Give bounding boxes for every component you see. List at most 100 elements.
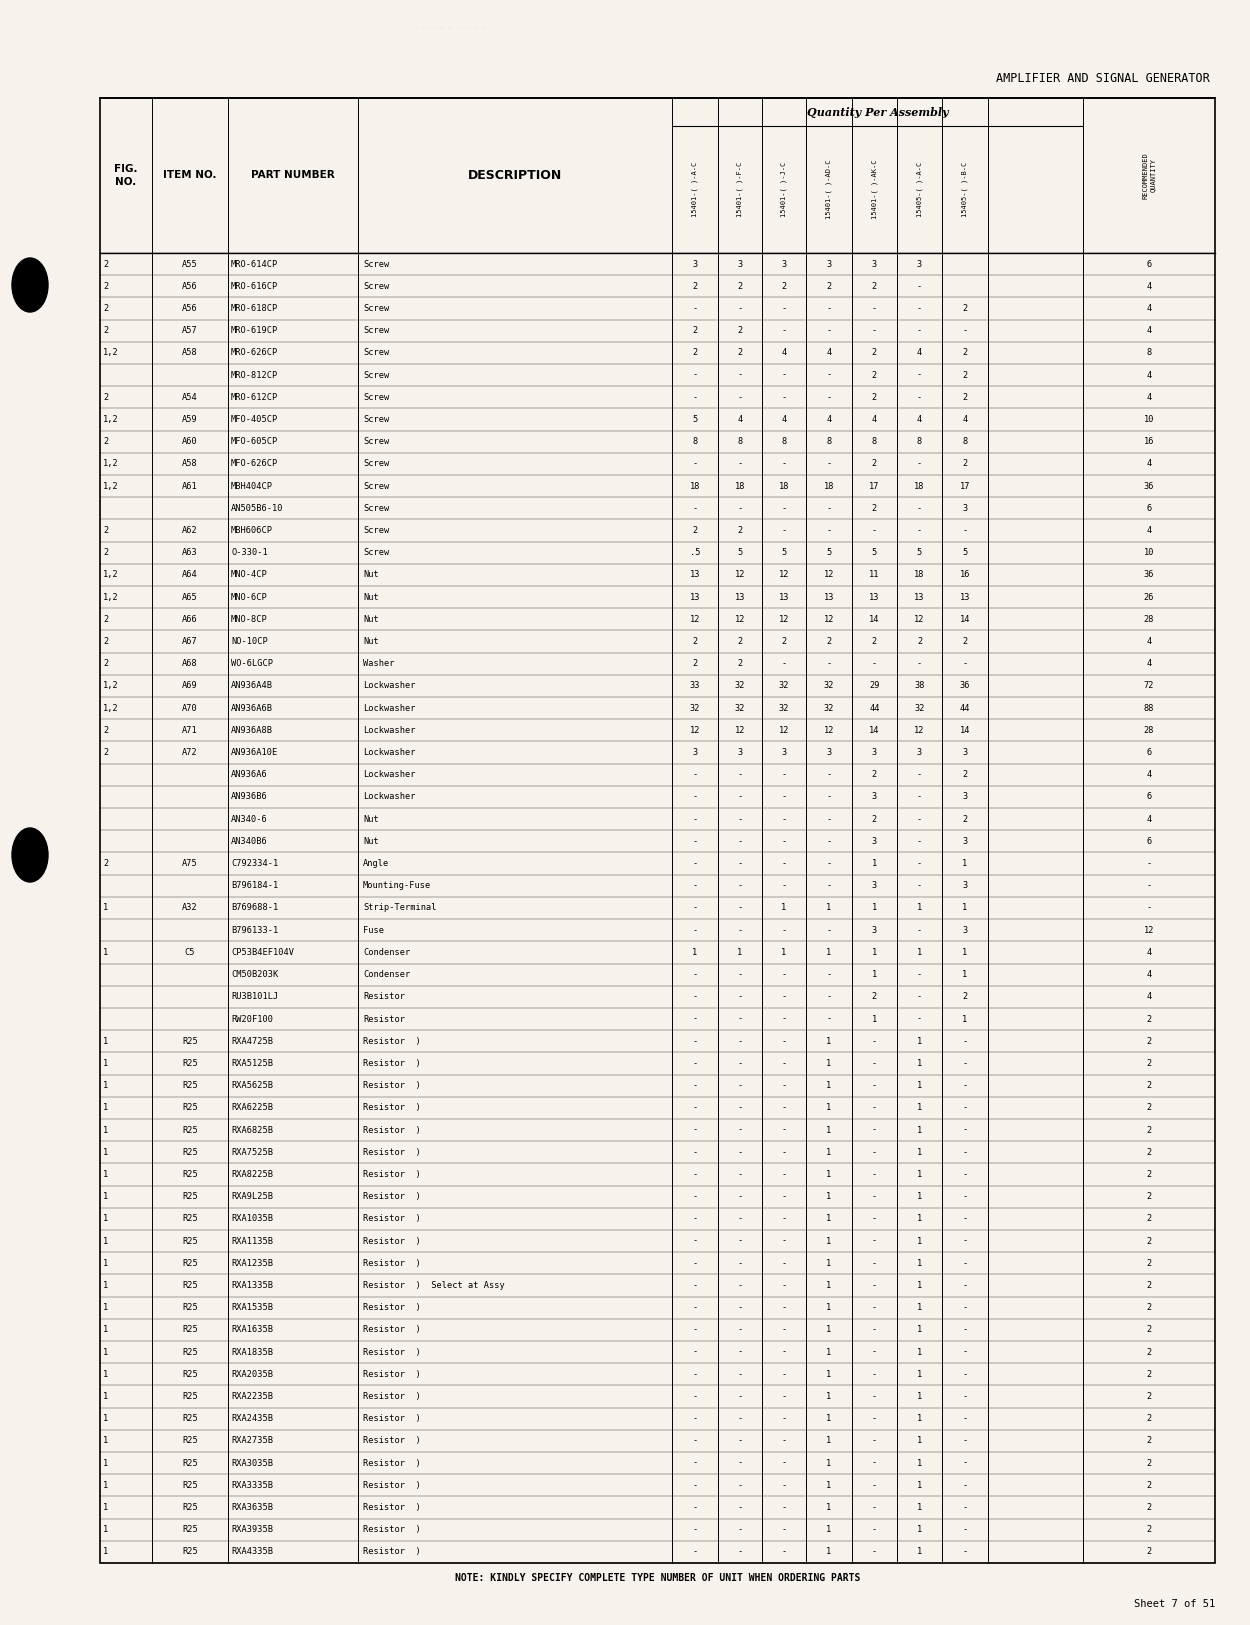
Text: -: - — [781, 1303, 786, 1311]
Text: 2: 2 — [738, 526, 742, 535]
Text: 2: 2 — [781, 637, 786, 647]
Text: 26: 26 — [1144, 593, 1154, 601]
Text: MNO-4CP: MNO-4CP — [231, 570, 268, 580]
Text: -: - — [781, 814, 786, 824]
Text: 2: 2 — [693, 526, 698, 535]
Text: Resistor  ): Resistor ) — [362, 1480, 421, 1490]
Text: -: - — [962, 1393, 968, 1401]
Text: 1: 1 — [102, 904, 109, 913]
Text: -: - — [918, 993, 922, 1001]
Text: 3: 3 — [872, 748, 877, 757]
Text: -: - — [738, 1147, 742, 1157]
Text: -: - — [781, 1459, 786, 1467]
Text: -: - — [693, 1326, 698, 1334]
Text: 2: 2 — [1146, 1037, 1151, 1046]
Text: -: - — [962, 1347, 968, 1357]
Text: -: - — [738, 1526, 742, 1534]
Text: 3: 3 — [872, 881, 877, 891]
Text: 12: 12 — [735, 726, 745, 734]
Text: 1: 1 — [102, 1547, 109, 1557]
Text: 2: 2 — [102, 437, 109, 447]
Text: 1: 1 — [918, 1037, 922, 1046]
Text: -: - — [781, 460, 786, 468]
Text: Screw: Screw — [362, 481, 389, 491]
Text: -: - — [781, 1103, 786, 1113]
Text: -: - — [918, 814, 922, 824]
Text: 8: 8 — [1146, 348, 1151, 358]
Text: 1: 1 — [962, 860, 968, 868]
Text: 1,2: 1,2 — [102, 704, 119, 713]
Text: Resistor  ): Resistor ) — [362, 1147, 421, 1157]
Text: -: - — [738, 1326, 742, 1334]
Text: -: - — [962, 1459, 968, 1467]
Text: WO-6LGCP: WO-6LGCP — [231, 660, 272, 668]
Text: 38: 38 — [914, 681, 925, 691]
Text: -: - — [918, 1014, 922, 1024]
Text: 1: 1 — [872, 947, 877, 957]
Text: 12: 12 — [824, 614, 834, 624]
Text: AN505B6-10: AN505B6-10 — [231, 504, 284, 514]
Text: 2: 2 — [738, 637, 742, 647]
Text: B769688-1: B769688-1 — [231, 904, 279, 913]
Text: AN340-6: AN340-6 — [231, 814, 268, 824]
Text: 2: 2 — [1146, 1126, 1151, 1134]
Text: -: - — [918, 304, 922, 314]
Text: AN936A6B: AN936A6B — [231, 704, 272, 713]
Text: 2: 2 — [872, 637, 877, 647]
Text: -: - — [738, 1126, 742, 1134]
Text: -: - — [693, 393, 698, 401]
Text: 1: 1 — [918, 1547, 922, 1557]
Text: MBH606CP: MBH606CP — [231, 526, 272, 535]
Text: 1: 1 — [826, 1370, 831, 1378]
Text: 2: 2 — [962, 993, 968, 1001]
Text: Resistor  ): Resistor ) — [362, 1414, 421, 1424]
Text: 2: 2 — [1146, 1147, 1151, 1157]
Text: -: - — [781, 526, 786, 535]
Text: A55: A55 — [182, 260, 198, 268]
Text: -: - — [918, 504, 922, 514]
Text: MRO-626CP: MRO-626CP — [231, 348, 279, 358]
Text: -: - — [872, 1237, 877, 1245]
Text: 1: 1 — [693, 947, 698, 957]
Text: Resistor  ): Resistor ) — [362, 1326, 421, 1334]
Text: -: - — [918, 660, 922, 668]
Text: 1: 1 — [102, 1147, 109, 1157]
Text: 13: 13 — [914, 593, 925, 601]
Text: 2: 2 — [1146, 1193, 1151, 1201]
Text: MFO-605CP: MFO-605CP — [231, 437, 279, 447]
Text: -: - — [738, 393, 742, 401]
Text: 4: 4 — [826, 348, 831, 358]
Text: Resistor  ): Resistor ) — [362, 1547, 421, 1557]
Text: Resistor  ): Resistor ) — [362, 1193, 421, 1201]
Text: 1: 1 — [918, 1436, 922, 1445]
Text: 1: 1 — [962, 904, 968, 913]
Text: 2: 2 — [102, 748, 109, 757]
Text: 1: 1 — [918, 1214, 922, 1224]
Text: 4: 4 — [781, 348, 786, 358]
Text: -: - — [872, 1459, 877, 1467]
Text: 2: 2 — [693, 348, 698, 358]
Text: A63: A63 — [182, 548, 198, 557]
Text: -: - — [872, 660, 877, 668]
Text: A61: A61 — [182, 481, 198, 491]
Text: 1,2: 1,2 — [102, 460, 119, 468]
Text: 1: 1 — [102, 1103, 109, 1113]
Text: -: - — [918, 327, 922, 335]
Text: RXA6225B: RXA6225B — [231, 1103, 272, 1113]
Text: 14: 14 — [960, 614, 970, 624]
Text: 1: 1 — [918, 1280, 922, 1290]
Text: R25: R25 — [182, 1303, 198, 1311]
Text: 4: 4 — [1146, 304, 1151, 314]
Text: 1: 1 — [826, 1147, 831, 1157]
Text: 2: 2 — [1146, 1370, 1151, 1378]
Text: -: - — [693, 370, 698, 380]
Text: RXA2235B: RXA2235B — [231, 1393, 272, 1401]
Text: -: - — [962, 1170, 968, 1180]
Text: -: - — [693, 1060, 698, 1068]
Text: 2: 2 — [738, 327, 742, 335]
Text: 13: 13 — [690, 570, 700, 580]
Text: 36: 36 — [960, 681, 970, 691]
Text: R25: R25 — [182, 1326, 198, 1334]
Text: 4: 4 — [1146, 370, 1151, 380]
Text: -: - — [693, 770, 698, 780]
